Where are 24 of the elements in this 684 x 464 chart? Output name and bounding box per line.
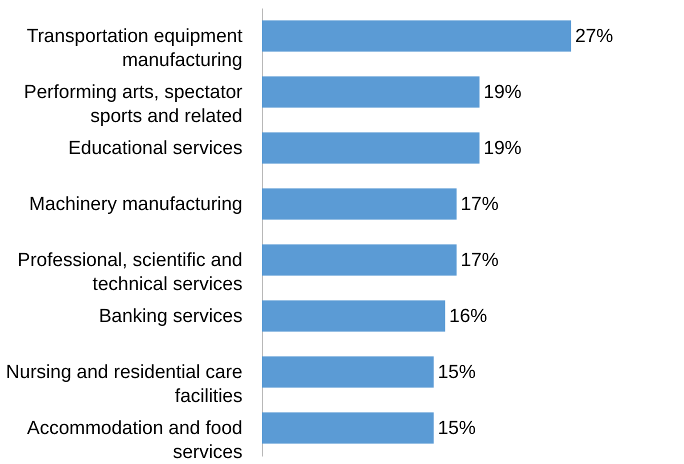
data-label: 16% [449,306,488,327]
y-tick-label: Machinery manufacturing [29,194,242,215]
data-label: 15% [438,418,476,439]
y-tick-label: Accommodation and food services [27,418,242,463]
data-label: 17% [460,194,499,215]
data-label: 27% [575,26,614,47]
data-label: 19% [484,138,522,159]
y-tick-label: Banking services [98,306,242,327]
y-tick-label: Educational services [68,138,242,159]
y-tick-label: Performing arts, spectator sports and related [24,82,244,127]
y-tick-label: Professional, scientific and technical services [18,250,242,295]
bar [262,132,480,164]
bar [262,412,434,444]
bar [262,188,457,220]
bar [262,300,446,332]
bar [262,76,480,108]
bar [262,356,434,388]
data-label: 17% [460,250,499,271]
y-tick-label: Transportation equipment manufacturing [26,26,244,71]
y-tick-label: Nursing and residential care facilities [6,362,242,407]
data-label: 15% [438,362,476,383]
bar [262,20,572,52]
data-label: 19% [484,82,522,103]
bar [262,244,457,276]
